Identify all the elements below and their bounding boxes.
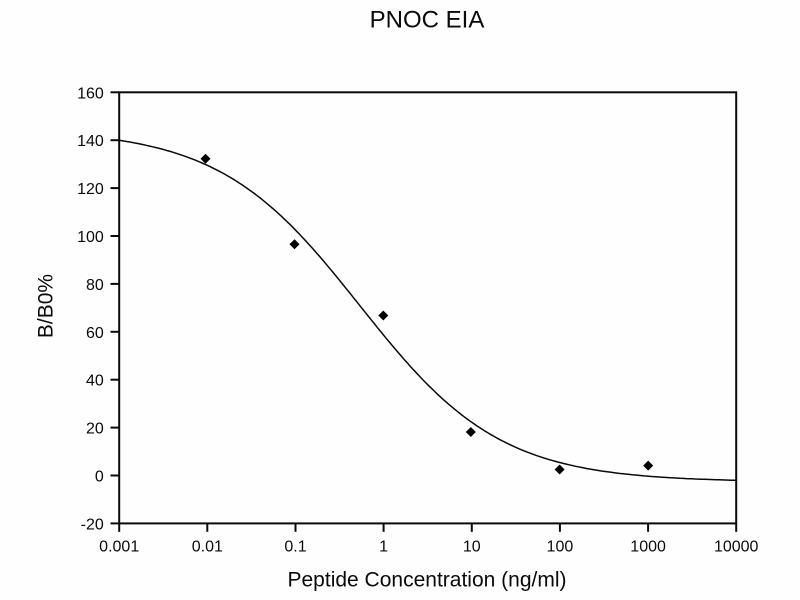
svg-text:PNOC EIA: PNOC EIA xyxy=(370,7,485,34)
svg-text:80: 80 xyxy=(86,277,104,294)
svg-text:10000: 10000 xyxy=(714,538,759,555)
svg-text:40: 40 xyxy=(86,373,104,390)
svg-text:1: 1 xyxy=(379,538,388,555)
svg-text:140: 140 xyxy=(77,133,104,150)
svg-text:10: 10 xyxy=(463,538,481,555)
svg-text:1000: 1000 xyxy=(630,538,666,555)
svg-text:100: 100 xyxy=(77,229,104,246)
svg-text:-20: -20 xyxy=(81,516,104,533)
svg-text:B/B0%: B/B0% xyxy=(35,274,58,338)
svg-text:160: 160 xyxy=(77,85,104,102)
svg-text:60: 60 xyxy=(86,325,104,342)
svg-text:Peptide Concentration (ng/ml): Peptide Concentration (ng/ml) xyxy=(288,569,567,592)
svg-text:0.01: 0.01 xyxy=(192,538,223,555)
svg-text:0: 0 xyxy=(95,469,104,486)
svg-text:20: 20 xyxy=(86,421,104,438)
svg-text:0.1: 0.1 xyxy=(284,538,306,555)
svg-text:0.001: 0.001 xyxy=(99,538,139,555)
svg-text:100: 100 xyxy=(547,538,574,555)
svg-text:120: 120 xyxy=(77,181,104,198)
